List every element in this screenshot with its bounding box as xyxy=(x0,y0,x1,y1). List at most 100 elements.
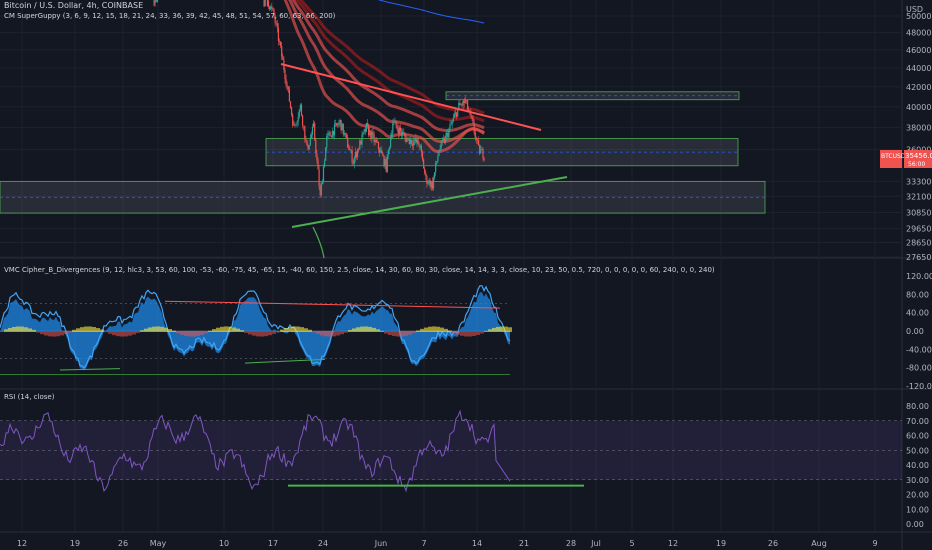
money-flow-bar xyxy=(348,329,352,332)
candle-body xyxy=(361,134,363,145)
candle-body xyxy=(385,159,387,172)
candle-body xyxy=(273,9,275,16)
candle-body xyxy=(297,116,299,122)
candle-body xyxy=(412,143,414,146)
candle-body xyxy=(376,141,378,143)
candle-body xyxy=(289,101,292,108)
candle-body xyxy=(365,123,367,132)
candle-body xyxy=(379,149,381,153)
candle-body xyxy=(434,172,436,178)
candle-body xyxy=(155,0,157,2)
candle-body xyxy=(441,140,443,142)
money-flow-bar xyxy=(356,327,360,332)
candle-body xyxy=(457,108,459,117)
candle-body xyxy=(332,130,334,136)
money-flow-bar xyxy=(188,331,192,337)
candle-body xyxy=(355,152,358,158)
candle-body xyxy=(377,142,380,150)
candle-body xyxy=(375,139,377,142)
candle-body xyxy=(399,127,402,132)
candle-body xyxy=(394,121,396,122)
symbol-title[interactable]: Bitcoin / U.S. Dollar, 4h, COINBASE xyxy=(4,1,143,10)
money-flow-bar xyxy=(64,331,68,335)
money-flow-bar xyxy=(320,331,324,336)
candle-body xyxy=(336,123,338,126)
money-flow-bar xyxy=(88,326,92,332)
rsi-pane xyxy=(0,409,902,493)
rsi-tick-label: 60.00 xyxy=(906,432,929,441)
candle-body xyxy=(362,132,364,135)
candle-body xyxy=(295,124,297,125)
candle-body xyxy=(438,150,440,156)
candle-body xyxy=(419,145,421,147)
cipher-divergence-line xyxy=(164,300,501,309)
cipher-tick-label: 40.00 xyxy=(906,309,929,318)
candle-body xyxy=(414,138,416,142)
money-flow-bar xyxy=(48,331,52,337)
price-tick-label: 28650.00 xyxy=(906,239,932,248)
money-flow-bar xyxy=(284,328,288,332)
money-flow-bar xyxy=(432,326,436,332)
price-tick-label: 32100.00 xyxy=(906,192,932,201)
candle-body xyxy=(329,132,331,136)
candle-body xyxy=(277,27,279,41)
candle-body xyxy=(346,134,348,138)
candle-body xyxy=(472,118,474,124)
cipher-pane xyxy=(0,285,512,376)
candle-body xyxy=(269,6,271,10)
x-tick-label: 12 xyxy=(17,539,27,548)
candle-body xyxy=(424,168,426,173)
money-flow-bar xyxy=(228,326,232,332)
money-flow-bar xyxy=(220,326,224,332)
money-flow-bar xyxy=(248,331,252,335)
money-flow-bar xyxy=(316,331,320,335)
candle-body xyxy=(310,134,312,139)
candle-body xyxy=(353,158,355,164)
candle-body xyxy=(416,139,418,143)
candle-body xyxy=(425,172,427,176)
candle-body xyxy=(381,150,383,154)
money-flow-bar xyxy=(80,327,84,332)
candle-body xyxy=(264,0,266,7)
money-flow-bar xyxy=(72,329,76,332)
money-flow-bar xyxy=(60,331,64,336)
candle-body xyxy=(445,136,447,143)
candle-body xyxy=(437,155,439,162)
money-flow-bar xyxy=(92,326,96,332)
candle-body xyxy=(420,145,422,153)
guppy-indicator-title[interactable]: CM SuperGuppy (3, 6, 9, 12, 15, 18, 21, … xyxy=(4,12,336,20)
candle-body xyxy=(348,147,350,150)
candle-body xyxy=(440,141,442,149)
candle-body xyxy=(463,100,465,104)
candle-body xyxy=(282,56,284,60)
candle-body xyxy=(288,89,290,102)
candle-body xyxy=(474,132,476,139)
candle-body xyxy=(349,149,351,151)
rsi-indicator-title[interactable]: RSI (14, close) xyxy=(4,393,55,401)
money-flow-bar xyxy=(0,331,4,332)
money-flow-bar xyxy=(388,331,392,336)
money-flow-bar xyxy=(496,326,500,332)
price-tick-label: 30850.00 xyxy=(906,208,932,217)
money-flow-bar xyxy=(200,331,204,335)
money-flow-bar xyxy=(104,331,108,333)
candle-body xyxy=(337,125,339,126)
candle-body xyxy=(388,147,391,151)
cipher-divergence-line xyxy=(244,358,326,364)
money-flow-bar xyxy=(404,331,408,336)
money-flow-bar xyxy=(216,327,220,332)
rsi-tick-label: 30.00 xyxy=(906,476,929,485)
cipher-tick-label: -40.00 xyxy=(906,345,932,354)
cipher-indicator-title[interactable]: VMC Cipher_B_Divergences (9, 12, hlc3, 3… xyxy=(4,266,715,274)
candle-body xyxy=(391,134,393,138)
candle-body xyxy=(481,149,483,150)
money-flow-bar xyxy=(180,331,184,335)
candle-body xyxy=(417,139,419,145)
money-flow-bar xyxy=(148,327,152,332)
money-flow-bar xyxy=(84,326,88,332)
candle-body xyxy=(470,111,472,116)
candle-body xyxy=(285,78,287,86)
last-price-value: 35456.00 xyxy=(905,152,932,160)
price-tick-label: 44000.00 xyxy=(906,64,932,73)
candle-body xyxy=(409,139,411,144)
